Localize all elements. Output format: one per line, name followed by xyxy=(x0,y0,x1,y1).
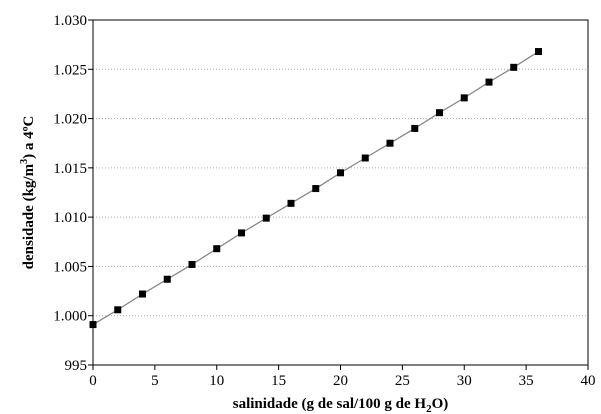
x-tick-label: 25 xyxy=(395,373,410,389)
x-axis: 0 5 10 15 20 25 30 35 40 xyxy=(89,365,596,389)
data-point xyxy=(163,275,171,283)
data-point xyxy=(238,229,245,237)
x-tick-label: 5 xyxy=(151,373,159,389)
y-tick-label: 1.015 xyxy=(53,161,87,177)
y-axis-label: densidade (kg/m3) a 4ºC xyxy=(19,116,37,270)
x-tick-label: 40 xyxy=(581,373,596,389)
y-axis-label-superscript: 3 xyxy=(19,159,30,164)
y-tick-label: 1.000 xyxy=(53,309,87,325)
x-tick-label: 35 xyxy=(519,373,534,389)
data-point xyxy=(510,63,518,71)
x-tick-label: 0 xyxy=(89,373,97,389)
x-tick-label: 10 xyxy=(209,373,224,389)
y-tick-label: 1.005 xyxy=(53,259,87,275)
x-axis-label-subscript: 2 xyxy=(426,403,432,414)
data-point xyxy=(89,321,97,329)
data-point xyxy=(213,245,221,253)
x-axis-label: salinidade (g de sal/100 g de H2O) xyxy=(233,396,449,414)
y-tick-label: 1.030 xyxy=(53,13,87,29)
plot-frame xyxy=(92,19,589,366)
y-tick-label: 1.020 xyxy=(53,112,87,128)
data-point xyxy=(337,169,344,177)
data-point xyxy=(188,260,196,268)
y-tick-label: 995 xyxy=(65,358,88,374)
y-axis: 995 1.000 1.005 1.010 1.015 1.020 1.025 1.030 xyxy=(53,13,93,374)
data-point xyxy=(485,78,493,86)
data-point xyxy=(386,139,394,147)
x-tick-label: 30 xyxy=(457,373,472,389)
data-point xyxy=(460,94,468,102)
data-point xyxy=(535,48,542,56)
data-point xyxy=(361,154,369,162)
y-tick-label: 1.010 xyxy=(53,210,87,226)
data-point xyxy=(436,109,443,117)
data-point xyxy=(262,214,270,222)
x-tick-label: 15 xyxy=(271,373,286,389)
data-point xyxy=(312,185,320,193)
data-point xyxy=(139,290,146,298)
y-tick-label: 1.025 xyxy=(53,62,87,78)
series-points xyxy=(89,48,542,329)
x-tick-label: 20 xyxy=(333,373,348,389)
data-point xyxy=(114,306,122,314)
data-point xyxy=(411,124,419,132)
data-point xyxy=(287,199,295,207)
